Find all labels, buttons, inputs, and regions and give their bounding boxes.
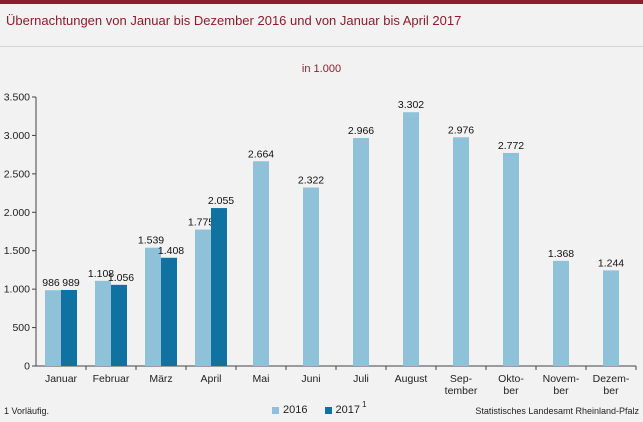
category-label: April — [200, 373, 221, 385]
category-label-line: Dezem- — [593, 373, 630, 385]
category-label-line: Mai — [253, 373, 270, 385]
bar-2016 — [553, 260, 569, 366]
y-tick-label: 1.000 — [4, 284, 30, 296]
category-label-line: Februar — [93, 373, 130, 385]
bar-2016 — [403, 112, 419, 366]
legend-superscript: 1 — [362, 399, 367, 409]
bar-2016 — [303, 187, 319, 366]
data-label: 3.302 — [398, 99, 424, 111]
y-tick-label: 2.000 — [4, 207, 30, 219]
y-tick-label: 2.500 — [4, 168, 30, 180]
category-label: Dezem-ber — [593, 373, 630, 397]
category-label: Februar — [93, 373, 130, 385]
y-tick-label: 0 — [24, 361, 30, 373]
chart-title: Übernachtungen von Januar bis Dezember 2… — [6, 13, 462, 28]
data-label: 1.775 — [188, 217, 214, 229]
category-label-line: August — [395, 373, 428, 385]
category-label-line: April — [200, 373, 221, 385]
category-label: Okto-ber — [498, 373, 524, 397]
legend: 2016 2017 1 — [272, 400, 380, 417]
bar-2016 — [253, 161, 269, 366]
y-tick-label: 3.500 — [4, 92, 30, 104]
source-note: Statistisches Landesamt Rheinland-Pfalz — [475, 406, 639, 416]
category-label-line: ber — [503, 385, 519, 397]
category-label-line: Novem- — [543, 373, 580, 385]
category-label: Mai — [253, 373, 270, 385]
data-label: 986 — [42, 277, 60, 289]
legend-swatch-2016 — [272, 406, 279, 414]
data-label: 1.056 — [108, 272, 134, 284]
bar-2017 — [161, 257, 177, 366]
category-label-line: Juni — [301, 373, 320, 385]
data-label: 1.539 — [138, 235, 164, 247]
category-label: Juli — [353, 373, 369, 385]
data-label: 1.408 — [158, 245, 184, 257]
category-label-line: Januar — [45, 373, 78, 385]
legend-swatch-2017 — [324, 406, 332, 414]
data-label: 1.108 — [88, 268, 114, 280]
category-label: Novem-ber — [543, 373, 580, 397]
category-label-line: ber — [603, 385, 619, 397]
y-tick-label: 1.500 — [4, 245, 30, 257]
category-label: August — [395, 373, 428, 385]
data-label: 2.966 — [348, 125, 374, 137]
category-label: Juni — [301, 373, 320, 385]
category-label: Januar — [45, 373, 78, 385]
footnote: 1 Vorläufig. — [4, 406, 50, 416]
top-accent-bar — [0, 0, 643, 4]
bar-2017 — [61, 289, 77, 366]
legend-item-2016: 2016 — [272, 404, 307, 416]
category-label-line: ber — [553, 385, 569, 397]
title-divider — [0, 46, 643, 47]
category-label-line: tember — [445, 385, 478, 397]
data-label: 989 — [62, 277, 80, 289]
bar-2016 — [453, 137, 469, 366]
y-tick-label: 3.000 — [4, 130, 30, 142]
legend-item-2017: 2017 1 — [324, 400, 366, 416]
data-label: 2.664 — [248, 148, 274, 160]
bar-2017 — [111, 284, 127, 366]
bar-2016 — [95, 280, 111, 366]
data-label: 2.322 — [298, 175, 324, 187]
data-label: 2.055 — [208, 195, 234, 207]
bar-2016 — [353, 138, 369, 366]
unit-label: in 1.000 — [301, 63, 342, 75]
legend-label-2017: 2017 — [335, 404, 361, 416]
bar-2016 — [45, 290, 61, 366]
data-label: 2.976 — [448, 124, 474, 136]
bar-2016 — [603, 270, 619, 366]
category-label: Sep-tember — [445, 373, 478, 397]
data-label: 1.244 — [598, 257, 624, 269]
bar-2016 — [503, 152, 519, 366]
category-label-line: März — [149, 373, 172, 385]
category-label-line: Okto- — [498, 373, 524, 385]
category-label-line: Sep- — [450, 373, 473, 385]
bar-2016 — [195, 229, 211, 366]
category-label: März — [149, 373, 172, 385]
data-label: 2.772 — [498, 140, 524, 152]
y-tick-label: 500 — [12, 322, 30, 334]
category-label-line: Juli — [353, 373, 369, 385]
data-label: 1.368 — [548, 248, 574, 260]
bar-2016 — [145, 247, 161, 366]
legend-label-2016: 2016 — [283, 404, 308, 416]
bar-2017 — [211, 208, 227, 366]
